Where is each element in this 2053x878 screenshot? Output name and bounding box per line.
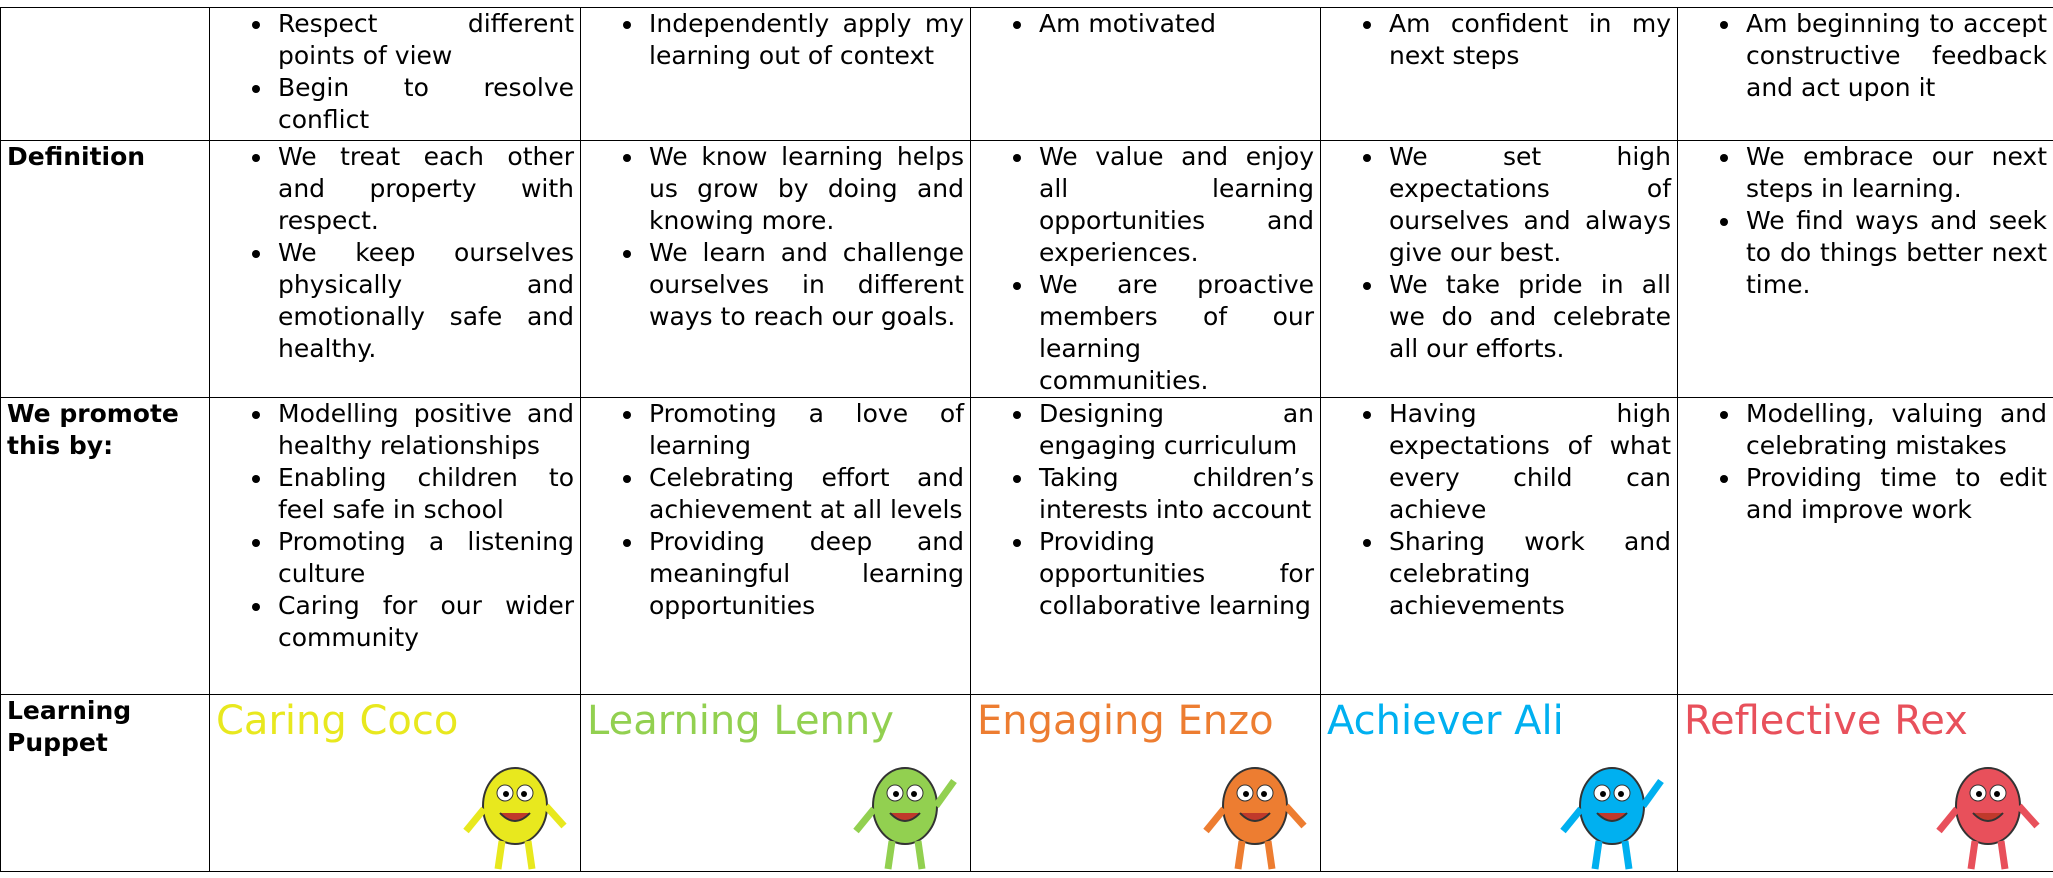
bullet-list: Independently apply my learning out of c… — [587, 8, 964, 72]
puppet-name: Engaging Enzo — [977, 695, 1314, 747]
bullet-list: We know learning helps us grow by doing … — [587, 141, 964, 333]
bullet-item: Am beginning to accept constructive feed… — [1742, 8, 2047, 104]
table-cell: Modelling, valuing and celebrating mista… — [1678, 398, 2053, 695]
bullet-item: Modelling, valuing and celebrating mista… — [1742, 398, 2047, 462]
table-cell: We embrace our next steps in learning.We… — [1678, 141, 2053, 398]
bullet-list: Am motivated — [977, 8, 1314, 40]
bullet-item: Am confident in my next steps — [1385, 8, 1671, 72]
puppet-illustration — [1200, 751, 1310, 871]
table-cell: We treat each other and property with re… — [210, 141, 581, 398]
row-header: Learning Puppet — [1, 695, 210, 872]
bullet-list: Designing an engaging curriculumTaking c… — [977, 398, 1314, 622]
values-table: Respect different points of viewBegin to… — [0, 7, 2053, 872]
bullet-item: Modelling positive and healthy relations… — [274, 398, 574, 462]
puppet-name: Reflective Rex — [1684, 695, 2047, 747]
table-row: We promote this by: Modelling positive an… — [1, 398, 2053, 695]
bullet-list: Modelling, valuing and celebrating mista… — [1684, 398, 2047, 526]
bullet-item: Taking children’s interests into account — [1035, 462, 1314, 526]
bullet-item: Enabling children to feel safe in school — [274, 462, 574, 526]
bullet-item: Caring for our wider community — [274, 590, 574, 654]
bullet-item: We embrace our next steps in learning. — [1742, 141, 2047, 205]
bullet-item: We keep ourselves physically and emotion… — [274, 237, 574, 365]
table-cell: Am confident in my next steps — [1321, 8, 1678, 141]
table-cell: Am motivated — [971, 8, 1321, 141]
row-header — [1, 8, 210, 141]
bullet-item: Designing an engaging curriculum — [1035, 398, 1314, 462]
puppet-cell: Engaging Enzo — [971, 695, 1321, 872]
table-cell: Independently apply my learning out of c… — [581, 8, 971, 141]
puppet-cell: Reflective Rex — [1678, 695, 2053, 872]
puppet-illustration — [460, 751, 570, 871]
table-cell: Modelling positive and healthy relations… — [210, 398, 581, 695]
table-cell: We know learning helps us grow by doing … — [581, 141, 971, 398]
bullet-item: Promoting a love of learning — [645, 398, 964, 462]
row-header: Definition — [1, 141, 210, 398]
puppet-cell: Caring Coco — [210, 695, 581, 872]
bullet-item: We take pride in all we do and celebrate… — [1385, 269, 1671, 365]
bullet-item: We learn and challenge ourselves in diff… — [645, 237, 964, 333]
bullet-item: Promoting a listening culture — [274, 526, 574, 590]
bullet-item: We find ways and seek to do things bette… — [1742, 205, 2047, 301]
bullet-item: Having high expectations of what every c… — [1385, 398, 1671, 526]
table-cell: Am beginning to accept constructive feed… — [1678, 8, 2053, 141]
table-row: Definition We treat each other and proper… — [1, 141, 2053, 398]
bullet-list: Am confident in my next steps — [1327, 8, 1671, 72]
bullet-list: We set high expectations of ourselves an… — [1327, 141, 1671, 365]
bullet-item: We are proactive members of our learning… — [1035, 269, 1314, 397]
puppet-name: Caring Coco — [216, 695, 574, 747]
bullet-list: Modelling positive and healthy relations… — [216, 398, 574, 654]
table-cell: Promoting a love of learningCelebrating … — [581, 398, 971, 695]
bullet-item: Sharing work and celebrating achievement… — [1385, 526, 1671, 622]
table-cell: Having high expectations of what every c… — [1321, 398, 1678, 695]
table-cell: We value and enjoy all learning opportun… — [971, 141, 1321, 398]
bullet-item: Celebrating effort and achievement at al… — [645, 462, 964, 526]
puppet-illustration — [1557, 751, 1667, 871]
puppet-illustration — [850, 751, 960, 871]
table-cell: Designing an engaging curriculumTaking c… — [971, 398, 1321, 695]
bullet-item: Providing deep and meaningful learning o… — [645, 526, 964, 622]
bullet-list: We value and enjoy all learning opportun… — [977, 141, 1314, 397]
bullet-item: Providing opportunities for collaborativ… — [1035, 526, 1314, 622]
bullet-item: We value and enjoy all learning opportun… — [1035, 141, 1314, 269]
bullet-list: We treat each other and property with re… — [216, 141, 574, 365]
bullet-item: We treat each other and property with re… — [274, 141, 574, 237]
puppet-cell: Learning Lenny — [581, 695, 971, 872]
row-header: We promote this by: — [1, 398, 210, 695]
bullet-list: Respect different points of viewBegin to… — [216, 8, 574, 136]
page: {"table": {"rows": [ {"cells": [ ["Respe… — [0, 7, 2053, 878]
table-row: Respect different points of viewBegin to… — [1, 8, 2053, 141]
bullet-list: Promoting a love of learningCelebrating … — [587, 398, 964, 622]
bullet-item: Independently apply my learning out of c… — [645, 8, 964, 72]
puppet-illustration — [1933, 751, 2043, 871]
puppet-name: Achiever Ali — [1327, 695, 1671, 747]
bullet-list: We embrace our next steps in learning.We… — [1684, 141, 2047, 301]
bullet-item: We set high expectations of ourselves an… — [1385, 141, 1671, 269]
table-cell: We set high expectations of ourselves an… — [1321, 141, 1678, 398]
puppet-name: Learning Lenny — [587, 695, 964, 747]
bullet-item: Providing time to edit and improve work — [1742, 462, 2047, 526]
bullet-item: We know learning helps us grow by doing … — [645, 141, 964, 237]
table-cell: Respect different points of viewBegin to… — [210, 8, 581, 141]
bullet-list: Having high expectations of what every c… — [1327, 398, 1671, 622]
bullet-list: Am beginning to accept constructive feed… — [1684, 8, 2047, 104]
puppet-cell: Achiever Ali — [1321, 695, 1678, 872]
bullet-item: Respect different points of view — [274, 8, 574, 72]
bullet-item: Am motivated — [1035, 8, 1314, 40]
bullet-item: Begin to resolve conflict — [274, 72, 574, 136]
